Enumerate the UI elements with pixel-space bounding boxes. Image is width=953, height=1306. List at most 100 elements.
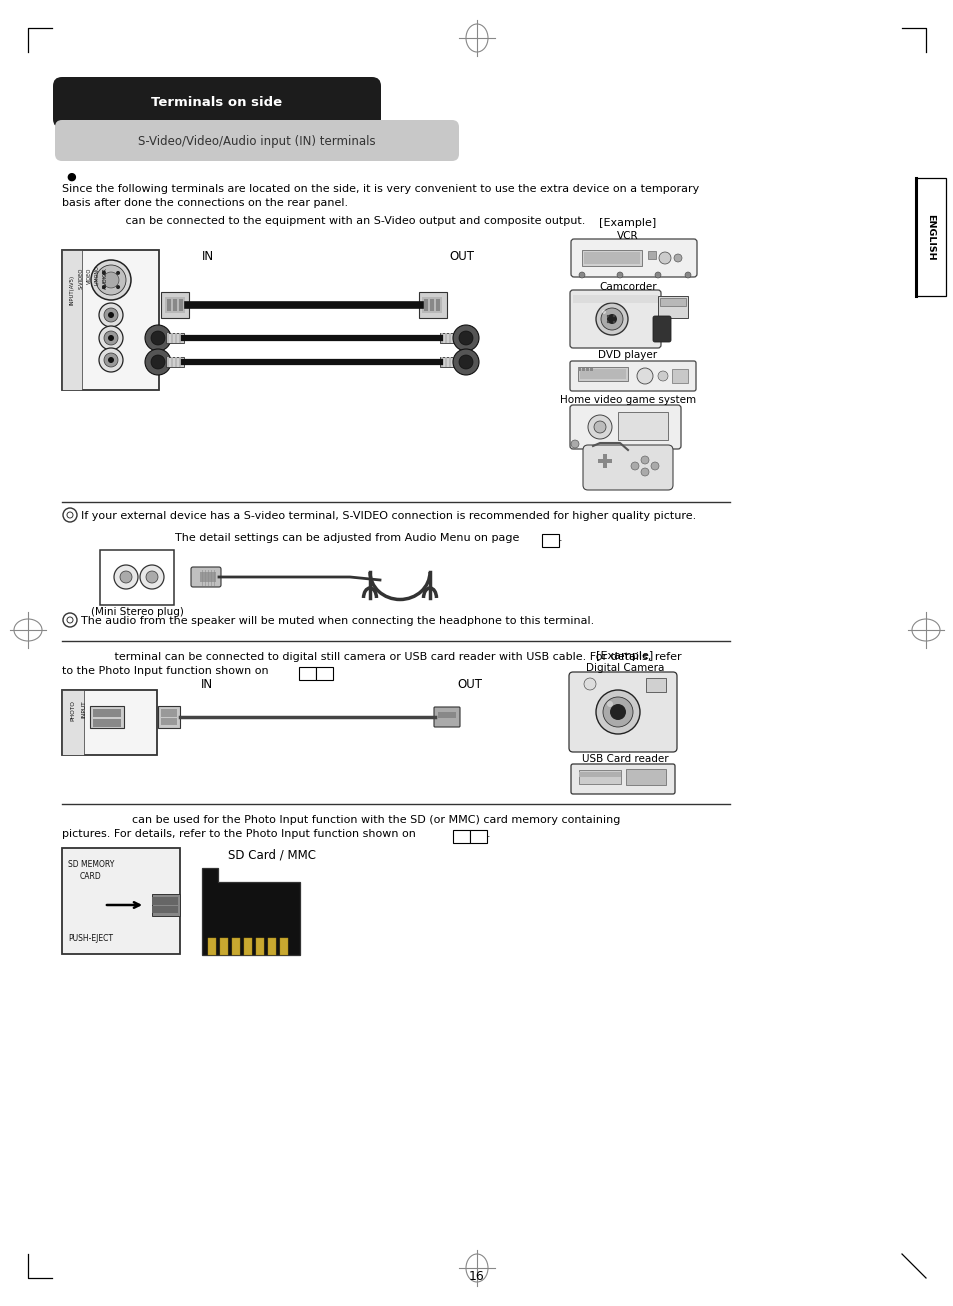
Text: basis after done the connections on the rear panel.: basis after done the connections on the … xyxy=(62,199,348,208)
Circle shape xyxy=(104,353,118,367)
Bar xyxy=(90,707,124,727)
FancyBboxPatch shape xyxy=(439,357,457,367)
Text: Camcorder: Camcorder xyxy=(598,282,656,293)
Bar xyxy=(152,895,180,916)
Bar xyxy=(449,357,451,367)
Text: PHOTO: PHOTO xyxy=(71,700,75,721)
FancyBboxPatch shape xyxy=(571,764,675,794)
Circle shape xyxy=(102,270,106,276)
Bar xyxy=(573,295,658,303)
Circle shape xyxy=(99,303,123,326)
Text: [Example]: [Example] xyxy=(596,650,653,661)
Circle shape xyxy=(578,272,584,278)
Bar xyxy=(62,690,84,755)
Circle shape xyxy=(601,310,605,313)
Bar xyxy=(578,368,580,371)
Bar xyxy=(161,718,177,725)
Text: SD Card / MMC: SD Card / MMC xyxy=(228,848,315,861)
Bar xyxy=(244,938,252,955)
Text: 16: 16 xyxy=(469,1269,484,1282)
Bar xyxy=(280,938,288,955)
Bar xyxy=(172,299,177,311)
Bar xyxy=(436,299,439,311)
FancyBboxPatch shape xyxy=(161,293,189,317)
Circle shape xyxy=(145,325,171,351)
Bar xyxy=(232,938,240,955)
Circle shape xyxy=(617,272,622,278)
Circle shape xyxy=(96,265,126,295)
Bar xyxy=(423,299,428,311)
Circle shape xyxy=(606,321,609,323)
Text: ENGLISH: ENGLISH xyxy=(925,214,935,260)
Bar xyxy=(658,296,687,317)
Text: INPUT(AV5): INPUT(AV5) xyxy=(70,276,74,306)
Text: PUSH-EJECT: PUSH-EJECT xyxy=(69,934,113,943)
Bar xyxy=(915,178,945,296)
Bar xyxy=(440,333,442,343)
Circle shape xyxy=(104,308,118,323)
Text: pictures. For details, refer to the Photo Input function shown on: pictures. For details, refer to the Phot… xyxy=(62,829,416,838)
Circle shape xyxy=(458,330,473,345)
Circle shape xyxy=(606,701,613,707)
Circle shape xyxy=(458,355,473,370)
Bar xyxy=(62,249,82,390)
Bar xyxy=(200,572,215,582)
Bar xyxy=(647,251,656,259)
Bar xyxy=(152,897,178,905)
Circle shape xyxy=(640,468,648,475)
FancyBboxPatch shape xyxy=(569,290,660,347)
Circle shape xyxy=(104,330,118,345)
Text: terminal can be connected to digital still camera or USB card reader with USB ca: terminal can be connected to digital sti… xyxy=(62,652,680,662)
FancyBboxPatch shape xyxy=(434,707,459,727)
Circle shape xyxy=(650,462,659,470)
Bar xyxy=(213,569,215,586)
Text: AUDIO R: AUDIO R xyxy=(103,268,109,289)
Text: .: . xyxy=(486,829,490,838)
Bar xyxy=(581,368,584,371)
Text: The audio from the speaker will be muted when connecting the headphone to this t: The audio from the speaker will be muted… xyxy=(81,616,594,626)
Text: VCR: VCR xyxy=(617,231,639,242)
Bar xyxy=(449,333,451,343)
Bar xyxy=(541,534,558,547)
Bar xyxy=(208,938,215,955)
Bar xyxy=(174,357,177,367)
Circle shape xyxy=(99,326,123,350)
Bar xyxy=(62,690,157,755)
Text: Digital Camera: Digital Camera xyxy=(585,663,663,673)
Bar xyxy=(167,299,171,311)
Circle shape xyxy=(658,371,667,381)
Bar xyxy=(62,249,159,390)
Bar xyxy=(152,906,178,913)
Bar xyxy=(659,298,685,306)
Bar xyxy=(92,709,121,717)
Circle shape xyxy=(151,330,165,345)
Circle shape xyxy=(108,336,113,341)
FancyBboxPatch shape xyxy=(569,405,680,449)
Bar xyxy=(174,333,177,343)
Circle shape xyxy=(637,368,652,384)
Text: SD MEMORY: SD MEMORY xyxy=(68,859,114,868)
Bar xyxy=(298,667,315,680)
Bar xyxy=(171,333,172,343)
Circle shape xyxy=(655,272,660,278)
Text: S-Video/Video/Audio input (IN) terminals: S-Video/Video/Audio input (IN) terminals xyxy=(138,135,375,148)
Circle shape xyxy=(113,565,138,589)
Bar xyxy=(179,357,181,367)
Text: [Example]: [Example] xyxy=(598,218,656,229)
Circle shape xyxy=(116,285,120,289)
Bar xyxy=(602,454,606,468)
Circle shape xyxy=(684,272,690,278)
FancyBboxPatch shape xyxy=(55,120,458,161)
Bar xyxy=(453,357,455,367)
Circle shape xyxy=(587,415,612,439)
Bar xyxy=(421,296,441,313)
Text: can be used for the Photo Input function with the SD (or MMC) card memory contai: can be used for the Photo Input function… xyxy=(62,815,619,825)
Bar xyxy=(585,368,588,371)
Circle shape xyxy=(583,678,596,690)
Bar xyxy=(453,831,470,842)
Text: L/MONO: L/MONO xyxy=(94,265,99,285)
Circle shape xyxy=(606,315,609,317)
Bar xyxy=(583,252,639,264)
Text: .: . xyxy=(558,533,562,543)
FancyBboxPatch shape xyxy=(418,293,447,317)
